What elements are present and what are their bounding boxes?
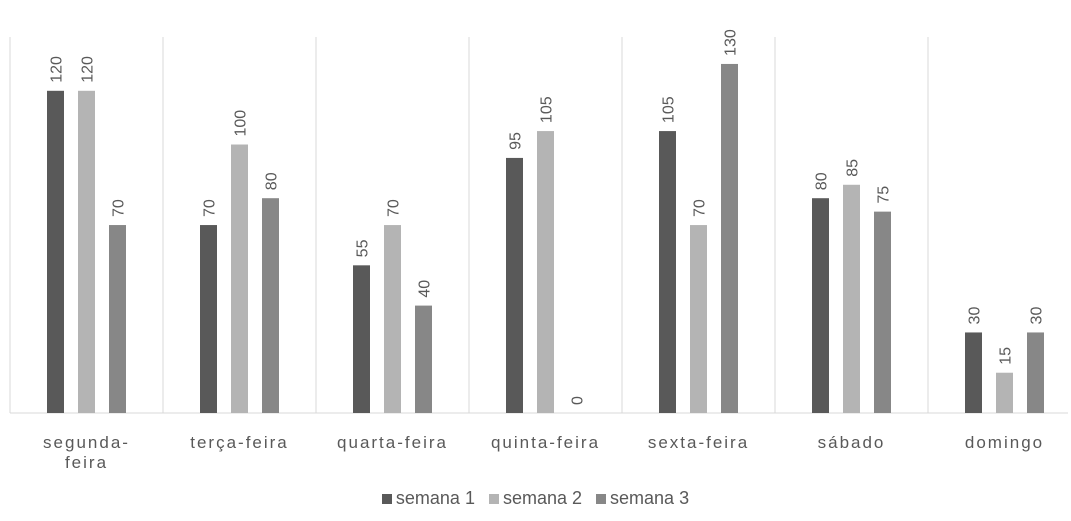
data-label: 0	[570, 396, 587, 405]
legend-item-series-1: semana 1	[381, 488, 475, 509]
bar-2-7	[996, 372, 1013, 413]
data-label: 80	[264, 172, 281, 190]
bar-1-3	[353, 265, 370, 413]
data-label: 105	[661, 96, 678, 123]
bar-2-3	[384, 225, 401, 413]
bar-3-7	[1027, 332, 1044, 413]
data-label: 120	[80, 56, 97, 83]
legend: semana 1 semana 2 semana 3	[0, 488, 1071, 509]
category-label: domingo	[965, 433, 1044, 452]
data-label: 40	[417, 280, 434, 298]
legend-swatch-series-1	[381, 493, 392, 504]
bar-1-5	[659, 131, 676, 413]
data-label: 70	[386, 199, 403, 217]
bar-1-7	[965, 332, 982, 413]
bar-3-2	[262, 198, 279, 413]
data-label: 95	[508, 132, 525, 150]
category-label: sábado	[818, 433, 886, 452]
legend-item-series-2: semana 2	[488, 488, 583, 509]
legend-item-series-3: semana 3	[596, 488, 689, 509]
bar-3-6	[874, 211, 891, 413]
bar-3-5	[721, 63, 738, 413]
legend-label-series-2: semana 2	[502, 488, 583, 508]
data-label: 120	[49, 56, 66, 83]
category-label: segunda-feira	[43, 433, 130, 472]
bar-2-2	[231, 144, 248, 413]
data-label: 30	[967, 307, 984, 325]
category-label: terça-feira	[190, 433, 289, 452]
bar-1-1	[47, 90, 64, 414]
data-label: 30	[1029, 307, 1046, 325]
data-label: 105	[539, 96, 556, 123]
legend-label-series-3: semana 3	[610, 488, 690, 508]
data-label: 75	[876, 186, 893, 204]
bar-1-2	[200, 225, 217, 413]
legend-label-series-1: semana 1	[395, 488, 475, 508]
category-label: quinta-feira	[491, 433, 600, 452]
bar-3-3	[415, 305, 432, 413]
bar-2-1	[78, 90, 95, 414]
data-label: 70	[202, 199, 219, 217]
data-label: 15	[998, 347, 1015, 365]
category-label: quarta-feira	[337, 433, 448, 452]
bar-1-4	[506, 157, 523, 413]
bar-1-6	[812, 198, 829, 413]
data-label: 130	[723, 29, 740, 56]
bar-2-4	[537, 131, 554, 413]
bar-2-6	[843, 184, 860, 413]
data-label: 100	[233, 110, 250, 137]
bar-2-5	[690, 225, 707, 413]
data-label: 80	[814, 172, 831, 190]
legend-swatch-series-3	[596, 493, 607, 504]
data-label: 70	[692, 199, 709, 217]
category-label: sexta-feira	[648, 433, 749, 452]
legend-swatch-series-2	[488, 493, 499, 504]
data-label: 85	[845, 159, 862, 177]
bar-3-1	[109, 225, 126, 413]
data-label: 70	[111, 199, 128, 217]
data-label: 55	[355, 239, 372, 257]
